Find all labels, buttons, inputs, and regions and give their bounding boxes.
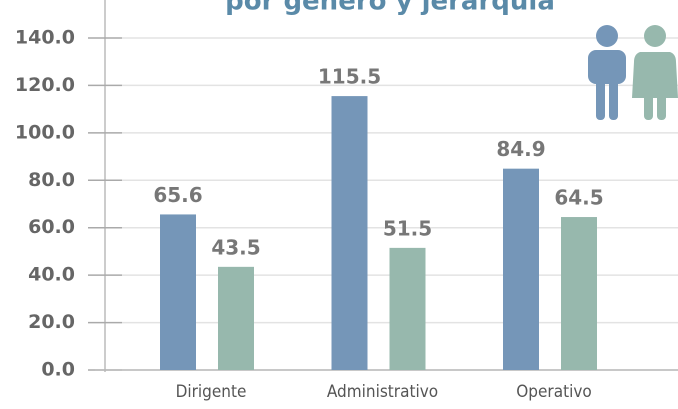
y-tick-label: 100.0 xyxy=(15,121,75,143)
y-tick-label: 40.0 xyxy=(28,264,75,286)
x-tick-label: Operativo xyxy=(516,382,591,402)
y-tick-label: 140.0 xyxy=(15,27,75,49)
woman-icon xyxy=(632,25,678,120)
y-tick-label: 20.0 xyxy=(28,311,75,333)
x-tick-label: Dirigente xyxy=(176,382,247,402)
x-tick-label: Administrativo xyxy=(327,382,438,402)
value-label: 64.5 xyxy=(554,186,603,210)
y-tick-label: 60.0 xyxy=(28,216,75,238)
bar xyxy=(389,247,426,370)
man-icon xyxy=(588,25,626,120)
bar xyxy=(503,168,539,370)
value-label: 51.5 xyxy=(383,216,432,240)
y-tick-label: 80.0 xyxy=(28,169,75,191)
bar xyxy=(218,266,254,370)
value-label: 43.5 xyxy=(211,235,260,259)
chart-title: por género y jerarquía xyxy=(225,0,555,17)
bar xyxy=(561,217,597,370)
bar xyxy=(160,214,196,370)
y-tick-label: 120.0 xyxy=(15,74,75,96)
value-label: 65.6 xyxy=(153,183,202,207)
value-label: 115.5 xyxy=(318,65,381,89)
value-label: 84.9 xyxy=(496,137,545,161)
y-tick-label: 0.0 xyxy=(41,359,75,381)
bar xyxy=(331,96,368,370)
